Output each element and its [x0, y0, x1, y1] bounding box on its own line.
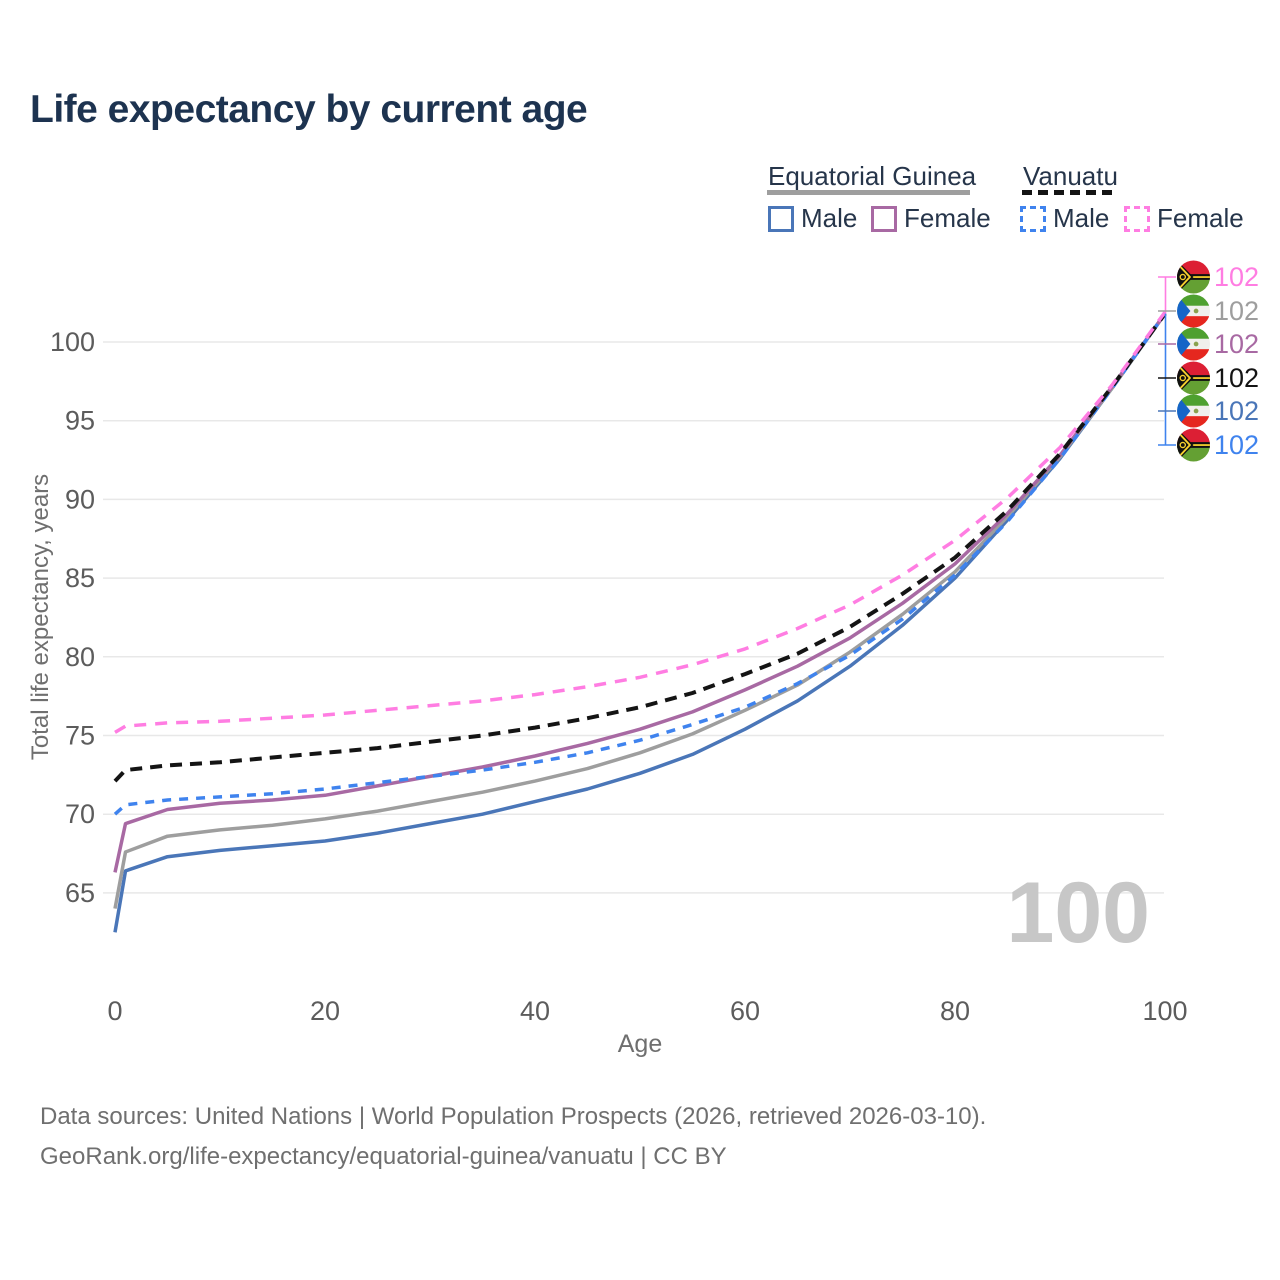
- y-tick-85: 85: [65, 563, 95, 593]
- x-tick-60: 60: [730, 996, 760, 1026]
- flag-icon-gq-eg-total: [1177, 295, 1210, 328]
- legend-underline-eg: [767, 190, 970, 195]
- y-tick-75: 75: [65, 721, 95, 751]
- series-line-eg-female: [113, 312, 1167, 873]
- legend-group-vanuatu: Vanuatu: [1023, 161, 1118, 191]
- legend-label-vu-female[interactable]: Female: [1157, 203, 1244, 233]
- x-tick-100: 100: [1142, 996, 1187, 1026]
- end-value-label-vu-male: 102: [1214, 430, 1259, 460]
- flag-icon-gq-eg-female: [1177, 328, 1210, 361]
- x-tick-40: 40: [520, 996, 550, 1026]
- series-line-vu-total: [113, 312, 1167, 783]
- x-axis-title: Age: [618, 1030, 662, 1058]
- end-value-label-eg-female: 102: [1214, 329, 1259, 359]
- x-tick-80: 80: [940, 996, 970, 1026]
- page-title: Life expectancy by current age: [30, 88, 588, 131]
- series-line-eg-male: [113, 312, 1167, 933]
- grid-layer: [103, 341, 1164, 894]
- end-value-label-vu-total: 102: [1214, 363, 1259, 393]
- series-line-vu-male: [113, 312, 1167, 816]
- flag-icon-gq-eg-male: [1177, 395, 1210, 428]
- x-tick-0: 0: [107, 996, 122, 1026]
- y-tick-95: 95: [65, 406, 95, 436]
- legend-label-eg-female[interactable]: Female: [904, 203, 991, 233]
- y-tick-100: 100: [50, 327, 95, 357]
- flag-icon-vu-vu-female: [1177, 261, 1210, 294]
- y-tick-90: 90: [65, 484, 95, 514]
- legend-group-equatorial-guinea: Equatorial Guinea: [768, 161, 977, 191]
- series-line-vu-female: [114, 311, 1167, 734]
- age-indicator-layer: 100: [1007, 865, 1151, 961]
- legend-label-eg-male[interactable]: Male: [801, 203, 858, 233]
- axis-layer: 65 70 75 80 85 90 95 100 0 20 40 60 80 100 Age Total li…: [27, 327, 1188, 1058]
- y-tick-80: 80: [65, 642, 95, 672]
- age-indicator-watermark: 100: [1007, 865, 1151, 961]
- footer-data-sources: Data sources: United Nations | World Pop…: [40, 1103, 987, 1130]
- legend-swatch-eg-female[interactable]: [871, 206, 897, 232]
- series-line-eg-total: [113, 312, 1167, 909]
- y-tick-70: 70: [65, 799, 95, 829]
- legend-underline-vu: [1022, 190, 1117, 195]
- y-axis-title: Total life expectancy, years: [27, 474, 54, 760]
- legend-swatch-eg-male[interactable]: [768, 206, 794, 232]
- flag-icon-vu-vu-total: [1177, 362, 1210, 395]
- legend-label-vu-male[interactable]: Male: [1053, 203, 1110, 233]
- flag-icon-vu-vu-male: [1177, 429, 1210, 462]
- end-value-label-eg-male: 102: [1214, 396, 1259, 426]
- legend-swatch-vu-male[interactable]: [1020, 206, 1046, 232]
- legend-swatch-vu-female[interactable]: [1124, 206, 1150, 232]
- end-value-label-vu-female: 102: [1214, 262, 1259, 292]
- footer-attribution[interactable]: GeoRank.org/life-expectancy/equatorial-g…: [40, 1143, 727, 1170]
- y-tick-65: 65: [65, 878, 95, 908]
- series-layer: [113, 311, 1167, 933]
- end-value-label-eg-total: 102: [1214, 296, 1259, 326]
- x-tick-20: 20: [310, 996, 340, 1026]
